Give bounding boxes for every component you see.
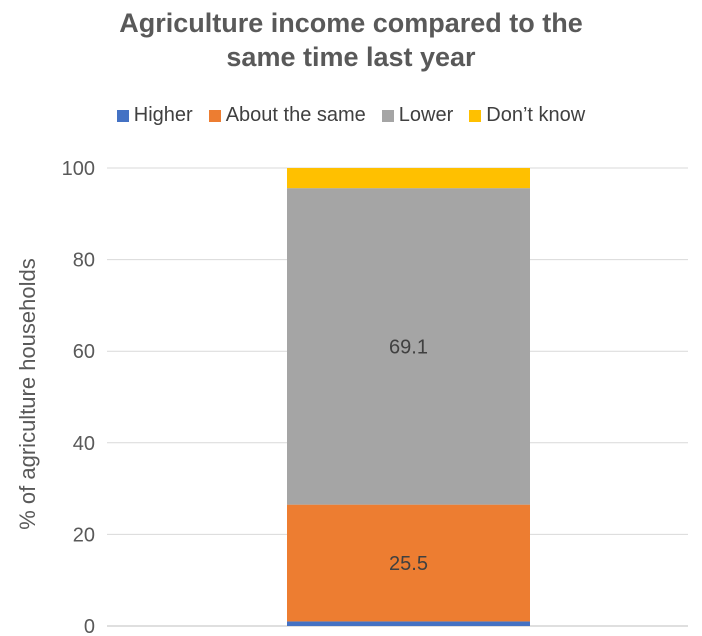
bar-segment-don-t-know (287, 168, 530, 189)
y-axis-label: % of agriculture households (15, 258, 40, 530)
legend-item-lower: Lower (381, 104, 454, 127)
chart-title-line-1: Agriculture income compared to the (119, 8, 583, 38)
bar-segment-higher (287, 621, 530, 626)
legend-label-lower: Lower (398, 104, 454, 126)
data-label-1: 25.5 (389, 553, 428, 575)
y-axis-ticks: 0 20 40 60 80 100 (62, 158, 95, 636)
y-tick-label-100: 100 (62, 158, 95, 180)
chart-title-line-2: same time last year (226, 42, 476, 72)
legend-item-higher: Higher (116, 104, 193, 127)
legend-label-about-the-same: About the same (225, 104, 366, 126)
bar-segment-lower (287, 188, 530, 505)
bar-segments (287, 168, 530, 626)
bar-segment-about-the-same (287, 504, 530, 622)
y-tick-label-0: 0 (84, 616, 95, 636)
y-tick-label-40: 40 (73, 433, 95, 455)
legend-label-higher: Higher (133, 104, 193, 126)
chart-title: Agriculture income compared to the same … (0, 6, 702, 74)
y-tick-label-80: 80 (73, 250, 95, 272)
legend-label-dont-know: Don’t know (486, 104, 586, 126)
legend-swatch-lower (381, 109, 394, 122)
legend-swatch-higher (116, 109, 129, 122)
legend-swatch-dont-know (469, 109, 482, 122)
data-labels: 25.5 69.1 (389, 336, 428, 575)
y-tick-label-60: 60 (73, 341, 95, 363)
legend-item-dont-know: Don’t know (469, 104, 585, 127)
y-tick-label-20: 20 (73, 524, 95, 546)
chart-legend: Higher About the same Lower Don’t know (0, 104, 702, 127)
legend-item-about-the-same: About the same (208, 104, 366, 127)
data-label-2: 69.1 (389, 336, 428, 358)
legend-swatch-about-the-same (208, 109, 221, 122)
